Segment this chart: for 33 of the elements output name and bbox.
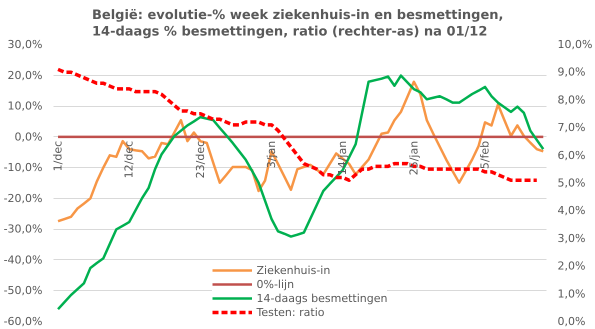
x-tick-label: 1/dec: [52, 140, 65, 172]
y-tick-label: 20,0%: [8, 68, 43, 82]
x-tick-label: 3/jan: [265, 140, 278, 168]
y2-tick-label: 8,0%: [558, 93, 586, 106]
legend-label: Testen: ratio: [256, 305, 324, 319]
y2-tick-label: 9,0%: [558, 66, 586, 79]
y2-tick-label: 7,0%: [558, 121, 586, 134]
y-tick-label: -40,0%: [4, 253, 43, 266]
y2-tick-label: 2,0%: [558, 260, 586, 273]
legend-label: Ziekenhuis-in: [256, 263, 330, 277]
x-tick-label: 12/dec: [122, 140, 136, 178]
y2-tick-label: 4,0%: [558, 204, 586, 218]
y2-tick-label: 5,0%: [558, 176, 586, 190]
legend-label: 0%-lijn: [256, 277, 294, 291]
x-tick-label: 23/dec: [194, 140, 207, 178]
y2-tick-label: 3,0%: [558, 232, 586, 245]
y-tick-label: 10,0%: [8, 100, 43, 113]
y2-tick-label: 1,0%: [558, 287, 586, 300]
y-tick-label: 30,0%: [8, 38, 43, 51]
y-tick-label: 0,0%: [14, 130, 43, 144]
x-tick-label: 25/jan: [407, 140, 420, 176]
y2-tick-label: 6,0%: [558, 148, 586, 162]
y-tick-label: -50,0%: [4, 284, 43, 298]
x-tick-label: 5/feb: [478, 140, 492, 170]
legend-label: 14-daags besmettingen: [256, 291, 388, 305]
y-tick-label: -20,0%: [4, 192, 43, 205]
y-tick-label: -30,0%: [4, 222, 43, 236]
x-tick-label: 14/jan: [336, 140, 350, 176]
chart-title: België: evolutie-% week ziekenhuis-in en besmettingen, 14-daags % besmettingen, ratio (rechter-as) na 01/12: [92, 8, 504, 40]
y-tick-label: -60,0%: [4, 315, 43, 328]
y2-tick-label: 10,0%: [558, 38, 592, 51]
y-tick-label: -10,0%: [4, 161, 43, 174]
y2-tick-label: 0,0%: [558, 315, 586, 328]
